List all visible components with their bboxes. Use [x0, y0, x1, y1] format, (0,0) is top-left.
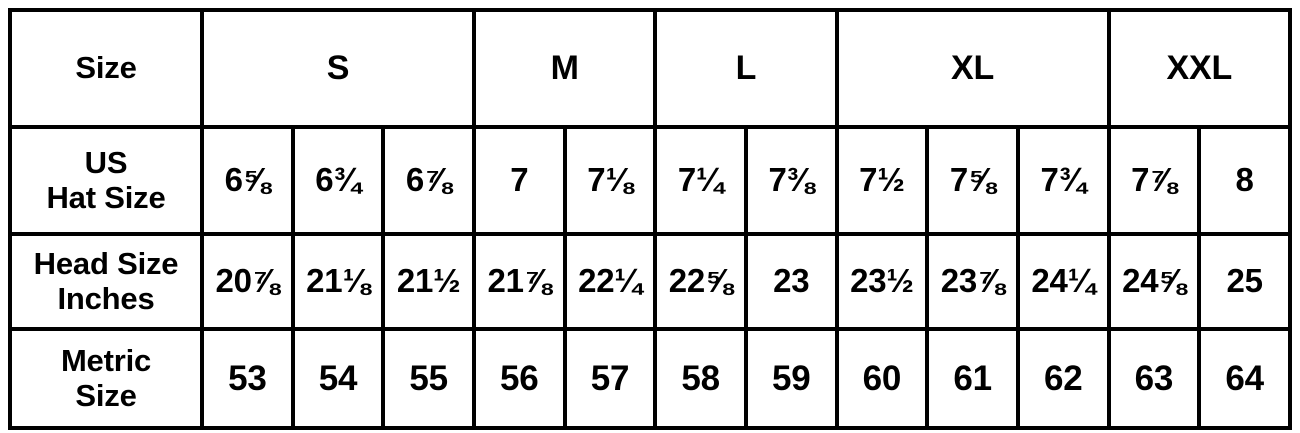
cell-us-hat-4: 7⅛ [562, 125, 658, 236]
table-row-us-hat-size: US Hat Size 6⅝ 6¾ 6⅞ 7 7⅛ 7¼ 7⅜ 7½ 7⅝ 7¾… [8, 125, 1292, 236]
cell-us-hat-5: 7¼ [653, 125, 748, 236]
cell-metric-7: 60 [834, 327, 930, 430]
size-chart-container: Size S M L XL XXL US Hat Size 6⅝ 6¾ 6⅞ 7… [8, 8, 1293, 430]
table-row-head-size-inches: Head Size Inches 20⅞ 21⅛ 21½ 21⅞ 22¼ 22⅝… [8, 232, 1292, 331]
cell-head-inches-3: 21⅞ [471, 232, 567, 331]
cell-metric-1: 54 [290, 327, 386, 430]
cell-head-inches-0: 20⅞ [200, 232, 295, 331]
cell-us-hat-8: 7⅝ [925, 125, 1020, 236]
cell-head-inches-9: 24¼ [1015, 232, 1111, 331]
cell-us-hat-2: 6⅞ [381, 125, 476, 236]
row-label-us-hat-size: US Hat Size [8, 125, 204, 236]
row-label-head-size-inches: Head Size Inches [8, 232, 204, 331]
cell-metric-10: 63 [1106, 327, 1202, 430]
group-header-s: S [200, 8, 476, 129]
cell-metric-3: 56 [471, 327, 567, 430]
cell-head-inches-4: 22¼ [562, 232, 658, 331]
group-header-xl: XL [834, 8, 1111, 129]
group-header-xxl: XXL [1106, 8, 1293, 129]
cell-metric-8: 61 [925, 327, 1020, 430]
table-row-size-groups: Size S M L XL XXL [8, 8, 1293, 129]
cell-metric-9: 62 [1015, 327, 1111, 430]
cell-head-inches-10: 24⅝ [1106, 232, 1202, 331]
cell-us-hat-3: 7 [471, 125, 567, 236]
cell-us-hat-0: 6⅝ [200, 125, 295, 236]
cell-us-hat-11: 8 [1197, 125, 1292, 236]
group-header-m: M [471, 8, 658, 129]
cell-metric-0: 53 [200, 327, 295, 430]
cell-head-inches-6: 23 [743, 232, 839, 331]
cell-head-inches-5: 22⅝ [653, 232, 748, 331]
cell-us-hat-9: 7¾ [1015, 125, 1111, 236]
table-row-metric-size: Metric Size 53 54 55 56 57 58 59 60 61 6… [8, 327, 1292, 430]
cell-us-hat-10: 7⅞ [1106, 125, 1202, 236]
hat-size-chart-table: Size S M L XL XXL US Hat Size 6⅝ 6¾ 6⅞ 7… [8, 8, 1293, 430]
cell-us-hat-7: 7½ [834, 125, 930, 236]
cell-head-inches-2: 21½ [381, 232, 476, 331]
cell-metric-4: 57 [562, 327, 658, 430]
cell-metric-5: 58 [653, 327, 748, 430]
cell-us-hat-6: 7⅜ [743, 125, 839, 236]
cell-metric-6: 59 [743, 327, 839, 430]
cell-metric-11: 64 [1197, 327, 1292, 430]
row-label-metric-size: Metric Size [8, 327, 204, 430]
cell-head-inches-7: 23½ [834, 232, 930, 331]
cell-metric-2: 55 [381, 327, 476, 430]
cell-head-inches-11: 25 [1197, 232, 1292, 331]
header-cell-size: Size [8, 8, 204, 129]
cell-head-inches-8: 23⅞ [925, 232, 1020, 331]
cell-us-hat-1: 6¾ [290, 125, 386, 236]
cell-head-inches-1: 21⅛ [290, 232, 386, 331]
group-header-l: L [653, 8, 839, 129]
